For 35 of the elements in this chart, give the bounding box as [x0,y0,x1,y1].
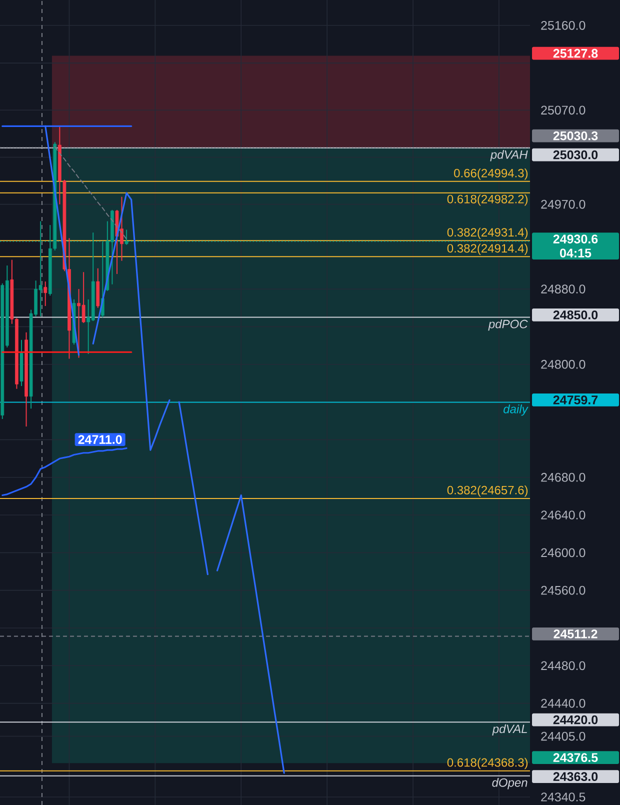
y-tick-label: 24480.0 [541,661,586,670]
y-tick-label: 25070.0 [541,106,586,115]
y-tick-label: 24340.5 [541,792,586,802]
annotation: pdVAH [490,150,528,162]
y-tick-label: 24440.0 [541,698,586,708]
y-tick-label: 24800.0 [541,360,586,369]
ref-line-label: 24850.0 [553,310,598,320]
band-label: 25127.8 [553,48,598,58]
y-tick-label: 24640.0 [541,510,586,520]
ref-line-label: 0.618(24982.2) [447,194,528,206]
ref-line-label: 0.618(24368.3) [447,758,528,770]
y-tick-label: 24970.0 [541,200,586,209]
ref-line-label: 25030.0 [553,150,598,160]
ref-line-label: 24930.6 04:15 [553,234,598,258]
y-tick-label: 24680.0 [541,472,586,482]
annotation: pdVAL [492,724,527,736]
annotation: dOpen [492,778,528,790]
ref-line-label: 0.66(24994.3) [454,168,528,180]
y-tick-label: 24405.0 [541,732,586,741]
ref-line-label: 24511.2 [554,629,598,638]
ref-line-label: 24363.0 [553,772,598,782]
ref-line-label: 0.382(24914.4) [447,244,528,255]
band-label: 24376.5 [553,753,598,762]
annotation: pdPOC [488,319,528,331]
ref-line-label: 0.382(24931.4) [447,228,528,239]
data-label: 24711.0 [78,435,122,444]
y-tick-label: 25160.0 [541,20,586,30]
ref-line-label: 0.382(24657.6) [447,486,528,497]
y-tick-label: 24560.0 [541,586,586,595]
y-tick-label: 24600.0 [541,548,586,558]
ref-line-label: 24420.0 [553,715,598,724]
ref-line-label: 24759.7 [553,396,598,404]
ref-line-label: 25030.3 [553,131,598,140]
y-tick-label: 24880.0 [541,284,586,294]
annotation: daily [504,404,528,416]
